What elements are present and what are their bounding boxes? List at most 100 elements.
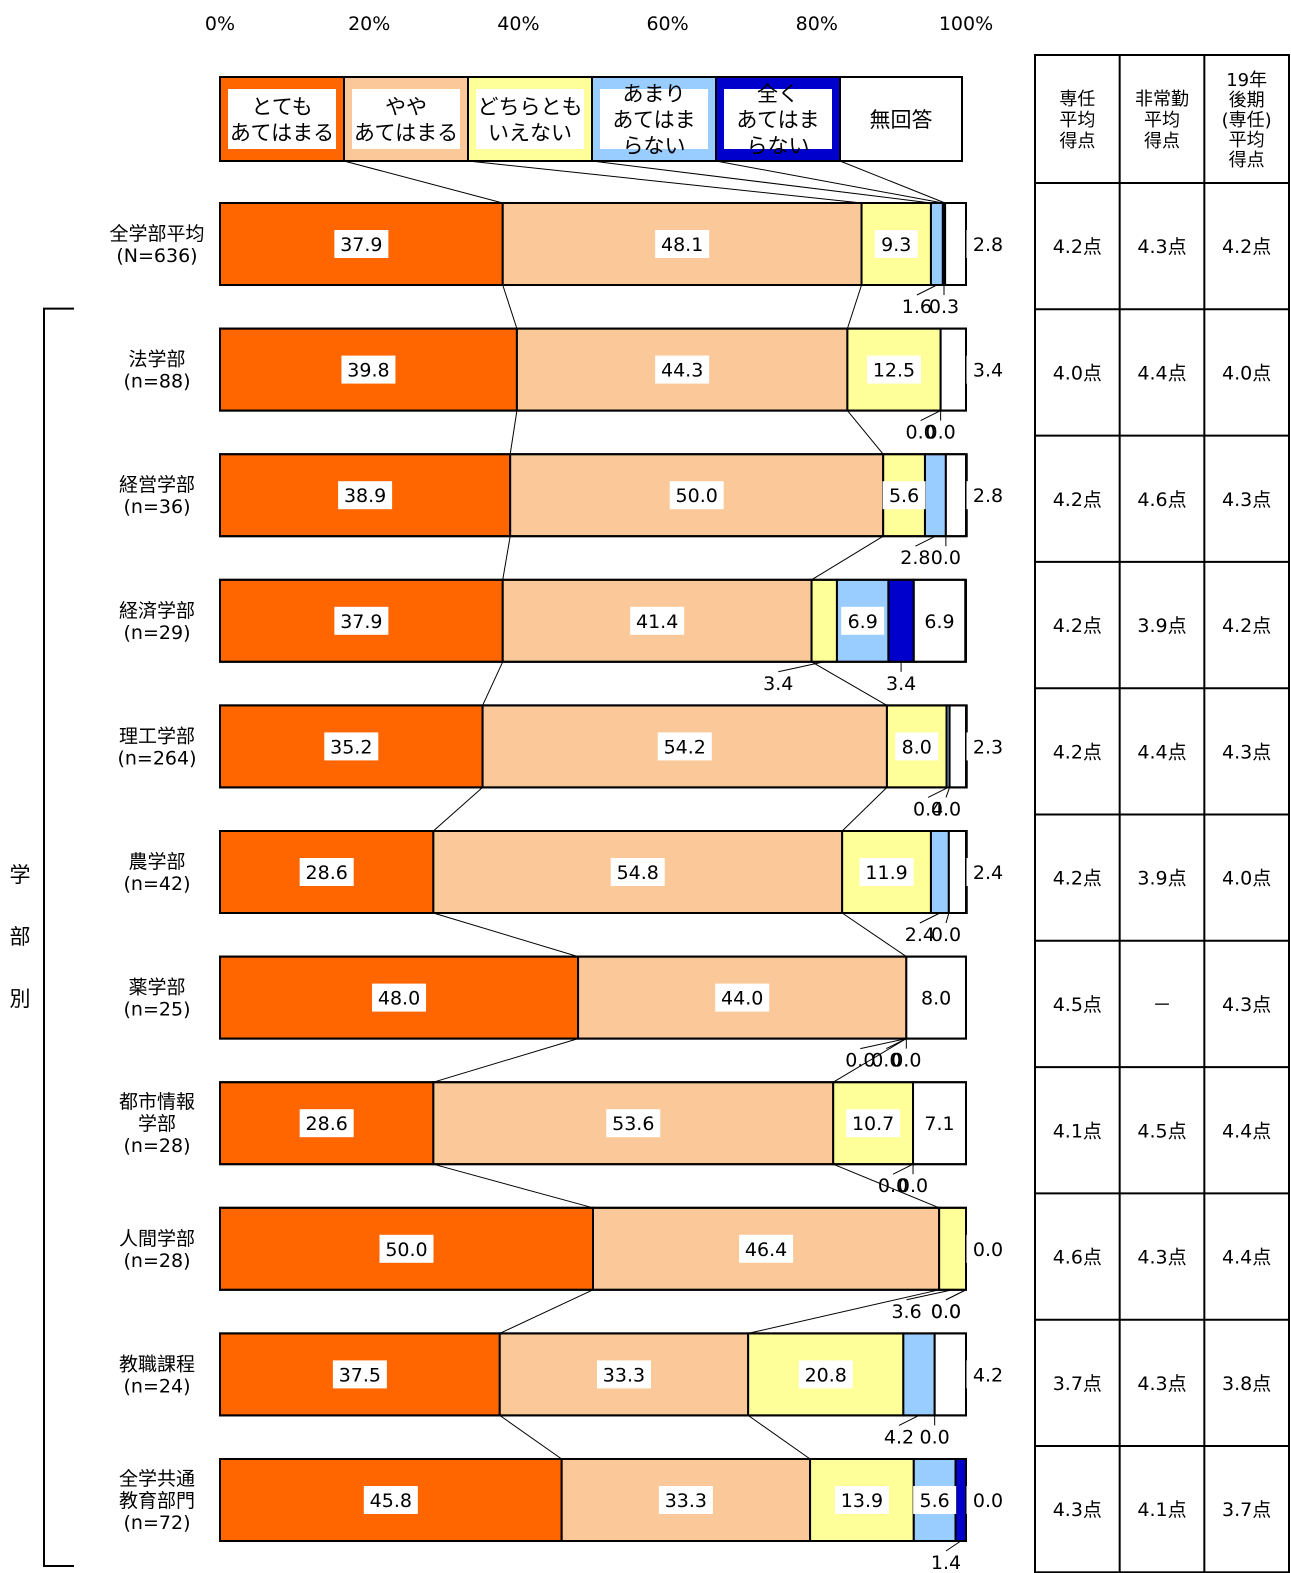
bar-segment-3	[929, 202, 944, 286]
value-label: 2.8	[973, 485, 1003, 507]
value-label: 0.0	[931, 798, 961, 820]
legend-label: らない	[623, 134, 686, 158]
table-header: 後期	[1229, 90, 1265, 111]
value-label: 4.2	[884, 1426, 914, 1448]
category-label: (n=88)	[124, 371, 191, 393]
value-label: 37.9	[340, 234, 382, 256]
value-label: 46.4	[745, 1239, 787, 1261]
value-label: 54.8	[617, 862, 659, 884]
table-cell: －	[1152, 994, 1171, 1016]
connector-line	[832, 1038, 907, 1083]
value-label: 48.0	[378, 988, 420, 1010]
value-label: 33.3	[665, 1490, 707, 1512]
table-cell: 4.2点	[1053, 868, 1102, 890]
table-cell: 4.6点	[1053, 1247, 1102, 1269]
leader-line	[886, 1038, 907, 1050]
connector-line	[499, 1289, 594, 1334]
value-label: 0.3	[929, 296, 959, 318]
table-header: 非常勤	[1135, 89, 1189, 110]
leader-line	[945, 787, 951, 798]
connector-line	[482, 661, 504, 706]
category-label: 都市情報	[119, 1091, 195, 1113]
value-label: 0.0	[906, 422, 936, 444]
category-label: 人間学部	[119, 1228, 195, 1250]
table-cell: 4.2点	[1053, 741, 1102, 763]
table-cell: 3.8点	[1222, 1373, 1271, 1395]
value-label-bg	[966, 1234, 1010, 1263]
leader-line	[945, 912, 950, 924]
value-label-bg	[299, 1109, 354, 1138]
value-label-bg	[895, 732, 939, 761]
value-label-bg	[966, 1360, 1010, 1389]
table-cell: 4.3点	[1137, 1373, 1186, 1395]
value-label-bg	[966, 481, 1010, 510]
value-label-bg	[363, 1486, 418, 1514]
leader-line	[916, 284, 938, 296]
table-cell: 3.7点	[1222, 1499, 1271, 1521]
value-label-bg	[739, 1234, 794, 1263]
value-label: 54.2	[664, 736, 706, 758]
value-label-bg	[655, 230, 710, 258]
legend-label-bg	[352, 89, 460, 149]
value-label-bg	[299, 858, 354, 886]
x-tick-label: 80%	[796, 13, 838, 35]
value-label: 50.0	[676, 485, 718, 507]
bar-segment-3	[923, 453, 947, 538]
value-label: 0.0	[871, 1050, 901, 1072]
value-label: 28.6	[306, 1113, 348, 1135]
bar-segment-3	[902, 1332, 936, 1417]
value-label-bg	[341, 355, 396, 384]
value-label: 5.6	[889, 485, 919, 507]
value-label: 37.9	[340, 611, 382, 633]
table-cell: 4.0点	[1222, 362, 1271, 384]
connector-line	[509, 410, 518, 455]
value-label: 38.9	[344, 485, 386, 507]
table-cell: 4.2点	[1053, 489, 1102, 511]
bar-outline	[219, 578, 967, 663]
value-label-bg	[658, 1486, 713, 1514]
value-label: 3.4	[973, 360, 1003, 382]
bar-segment-4	[887, 578, 915, 663]
bar-outline	[219, 202, 967, 286]
leader-line	[945, 1289, 967, 1301]
bar-segment-5	[933, 1332, 968, 1417]
value-label: 4.2	[973, 1364, 1003, 1386]
leader-line	[920, 410, 941, 422]
x-tick-label: 20%	[348, 13, 390, 35]
category-label: 経営学部	[119, 474, 195, 496]
category-label: 教育部門	[119, 1490, 195, 1512]
value-label: 0.0	[891, 1050, 921, 1072]
value-label: 33.3	[603, 1364, 645, 1386]
group-label: 別	[10, 987, 31, 1011]
table-cell: 4.1点	[1053, 1120, 1102, 1142]
table-cell: 4.4点	[1222, 1120, 1271, 1142]
value-label-bg	[966, 732, 1010, 761]
value-label: 8.0	[902, 736, 932, 758]
legend-label: あてはまる	[354, 121, 458, 145]
value-label: 13.9	[841, 1490, 883, 1512]
bar-outline	[219, 327, 967, 412]
legend-label: らない	[747, 134, 810, 158]
connector-line	[433, 1038, 579, 1083]
value-label-bg	[657, 732, 712, 761]
legend-swatch-5	[839, 76, 963, 162]
category-label: (n=42)	[124, 873, 191, 895]
value-label: 20.8	[805, 1364, 847, 1386]
value-label-bg	[867, 355, 922, 384]
value-label-bg	[913, 1486, 957, 1514]
value-label: 2.3	[973, 736, 1003, 758]
value-label-bg	[372, 983, 427, 1012]
connector-line	[846, 410, 884, 455]
table-cell: 4.0点	[1222, 868, 1271, 890]
table-header: 平均	[1144, 110, 1180, 131]
table-cell: 4.5点	[1053, 994, 1102, 1016]
value-label: 0.4	[913, 798, 943, 820]
bar-outline	[219, 830, 967, 914]
value-label: 2.4	[973, 862, 1003, 884]
value-label: 48.1	[661, 234, 703, 256]
leader-line	[860, 1038, 907, 1050]
table-cell: 4.0点	[1053, 362, 1102, 384]
value-label: 28.6	[306, 862, 348, 884]
value-label: 0.0	[931, 547, 961, 569]
value-label: 11.9	[865, 862, 907, 884]
